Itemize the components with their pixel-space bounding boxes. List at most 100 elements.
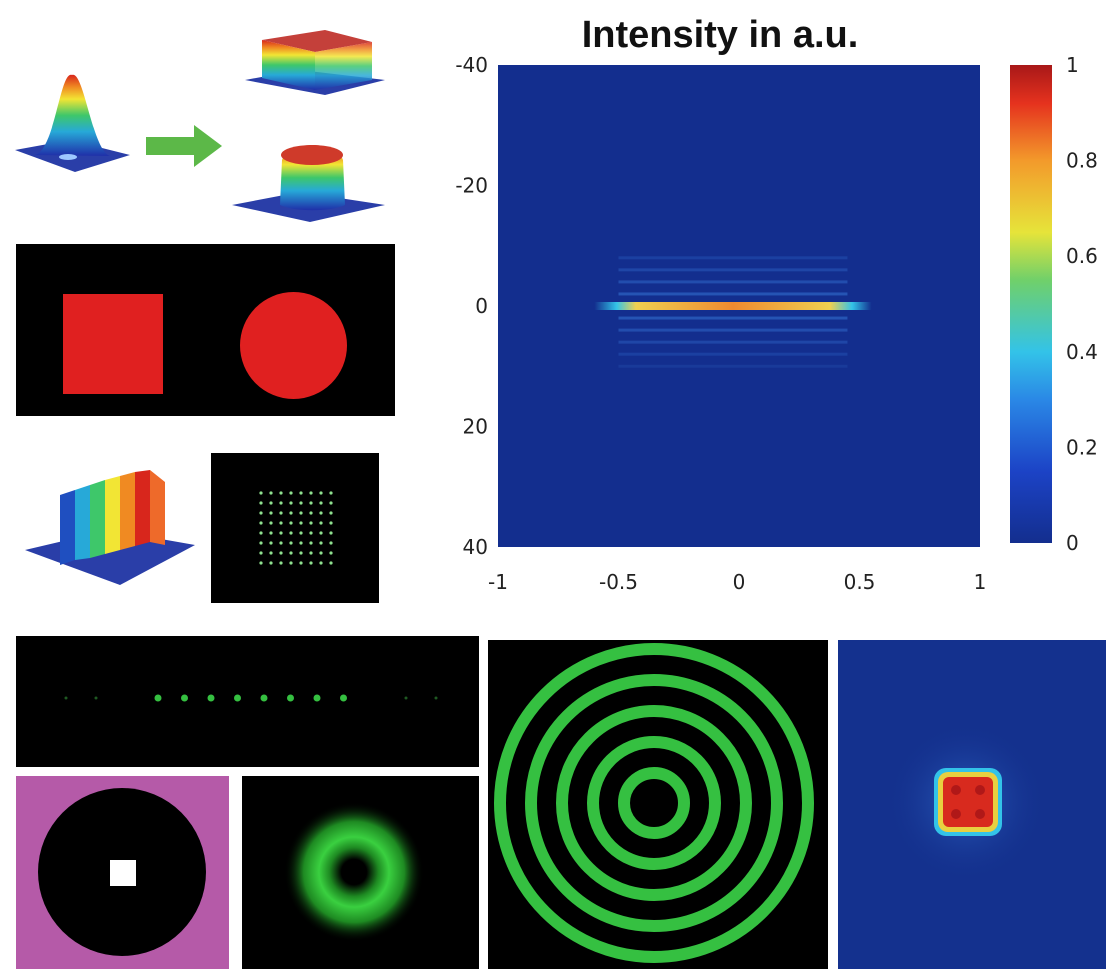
array-spot [279,551,283,555]
line-spot [287,694,294,702]
ring [587,736,721,870]
donut-beam-icon [284,802,424,942]
array-spot [279,491,283,495]
spot-line-panel [16,636,479,767]
array-spot [289,541,293,545]
y-tick-label: -40 [455,55,488,77]
array-spot [329,501,333,505]
array-spot [299,501,303,505]
array-spot [319,531,323,535]
sidelobe-fringes [618,256,848,368]
array-spot [279,541,283,545]
array-spot [299,551,303,555]
array-spot [279,561,283,565]
spot-array-grid [259,491,333,565]
gaussian-beam-3d-icon [15,74,130,172]
array-spot [309,511,313,515]
sidelobe-fringe [618,328,848,332]
heatmap-chart: -1 -0.5 0 0.5 1 -40 -20 0 20 40 1 0.8 0.6 0.4 0.2 0 [430,55,1106,615]
line-spot [340,694,347,702]
line-spot [260,694,268,702]
array-spot [279,501,283,505]
array-spot [269,491,273,495]
array-spot [329,561,333,565]
x-tick-label: 0.5 [844,570,876,594]
array-spot [259,521,263,525]
array-spot [329,491,333,495]
x-axis-ticks: -1 -0.5 0 0.5 1 [488,570,986,594]
array-spot [289,531,293,535]
array-spot [269,561,273,565]
sidelobe-fringe [618,364,848,368]
array-spot [259,511,263,515]
array-spot [329,531,333,535]
aperture-mask-panel [16,776,229,969]
array-spot [309,551,313,555]
array-spot [299,561,303,565]
y-tick-label: -20 [455,174,488,198]
chart-title: Intensity in a.u. [581,14,859,56]
array-spot [289,521,293,525]
faint-spot [404,696,408,700]
array-spot [289,551,293,555]
line-spot [181,694,188,702]
array-spot [279,511,283,515]
array-spot [299,541,303,545]
x-tick-label: -0.5 [599,570,638,594]
y-axis-ticks: -40 -20 0 20 40 [455,55,488,559]
x-tick-label: 0 [733,570,746,594]
red-circle-icon [240,292,347,399]
array-spot [319,541,323,545]
array-spot [309,521,313,525]
array-spot [309,531,313,535]
sidelobe-fringe [618,256,848,260]
shape-panel [16,244,395,416]
square-flattop-3d-icon [245,30,385,95]
array-spot [329,511,333,515]
array-spot [289,501,293,505]
arrow-right-icon [146,125,222,167]
faint-spot [434,696,438,700]
stripe-profile-icon [60,470,165,565]
round-flattop-3d-icon [232,145,385,222]
ring-pattern-panel [488,640,828,969]
array-spot [279,521,283,525]
y-tick-label: 40 [463,535,488,559]
line-focus-mark [594,302,872,310]
ring [618,767,690,839]
array-spot [319,491,323,495]
array-spot [309,501,313,505]
array-spot [259,491,263,495]
array-spot [269,521,273,525]
white-square-icon [110,860,136,886]
y-tick-label: 0 [475,294,488,318]
sidelobe-fringe [618,292,848,296]
spot-array-panel [211,453,379,603]
array-spot [309,561,313,565]
colorbar-tick-label: 1 [1066,55,1079,77]
array-spot [259,561,263,565]
array-spot [259,531,263,535]
array-spot [269,501,273,505]
array-spot [259,541,263,545]
colorbar [1010,65,1052,543]
colorbar-tick-label: 0.6 [1066,244,1098,268]
line-spot [313,694,321,702]
array-spot [269,531,273,535]
colorbar-tick-label: 0.4 [1066,340,1098,364]
array-spot [269,551,273,555]
array-spot [309,541,313,545]
stripe-profile-3d-panel [20,450,200,595]
array-spot [319,551,323,555]
faint-spot [64,696,68,700]
array-spot [309,491,313,495]
colorbar-ticks: 1 0.8 0.6 0.4 0.2 0 [1066,55,1098,555]
line-spot [234,694,241,702]
array-spot [289,561,293,565]
array-spot [259,501,263,505]
array-spot [319,501,323,505]
colorbar-tick-label: 0.8 [1066,149,1098,173]
array-spot [289,511,293,515]
array-spot [299,531,303,535]
y-tick-label: 20 [463,415,488,439]
